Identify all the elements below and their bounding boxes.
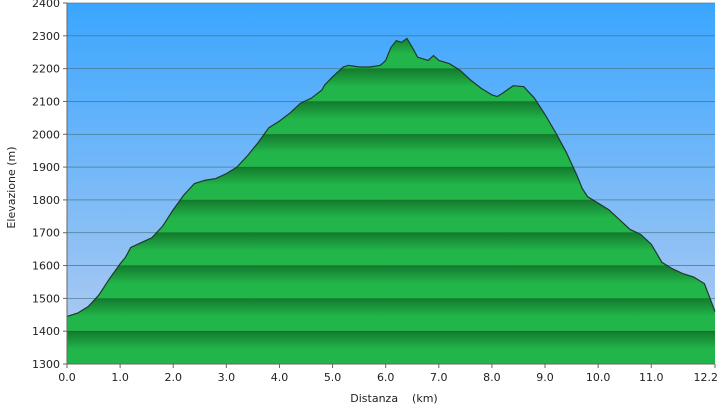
y-tick-label: 1800 bbox=[32, 194, 60, 207]
x-tick-label: 2.0 bbox=[164, 371, 182, 384]
x-tick-label: 3.0 bbox=[218, 371, 236, 384]
x-tick-label: 11.0 bbox=[639, 371, 664, 384]
x-tick-label: 7.0 bbox=[430, 371, 448, 384]
y-tick-label: 2200 bbox=[32, 63, 60, 76]
elevation-area bbox=[67, 38, 715, 364]
x-tick-label: 1.0 bbox=[111, 371, 129, 384]
elevation-line bbox=[66, 37, 716, 317]
elevation-area-layer bbox=[66, 2, 716, 364]
x-tick-label: 12.2 bbox=[694, 371, 719, 384]
x-tick-label: 8.0 bbox=[483, 371, 501, 384]
y-tick-label: 1400 bbox=[32, 325, 60, 338]
x-tick-label: 9.0 bbox=[536, 371, 554, 384]
y-axis-ticks: 1300 1400 1500 1600 1700 1800 1900 2000 2100 2200… bbox=[32, 0, 67, 371]
x-tick-label: 0.0 bbox=[58, 371, 76, 384]
x-tick-label: 6.0 bbox=[377, 371, 395, 384]
y-tick-label: 2000 bbox=[32, 128, 60, 141]
x-tick-label: 5.0 bbox=[324, 371, 342, 384]
axes bbox=[66, 3, 715, 365]
x-axis-title: Distanza (km) bbox=[350, 392, 437, 405]
y-tick-label: 2100 bbox=[32, 95, 60, 108]
y-tick-label: 1600 bbox=[32, 260, 60, 273]
y-tick-label: 1900 bbox=[32, 161, 60, 174]
y-tick-label: 1300 bbox=[32, 358, 60, 371]
y-axis-title: Elevazione (m) bbox=[5, 146, 18, 228]
x-tick-label: 10.0 bbox=[586, 371, 611, 384]
y-tick-label: 1500 bbox=[32, 292, 60, 305]
y-tick-label: 2300 bbox=[32, 30, 60, 43]
y-tick-label: 1700 bbox=[32, 227, 60, 240]
x-tick-label: 4.0 bbox=[271, 371, 289, 384]
x-axis-ticks: 0.0 1.0 2.0 3.0 4.0 5.0 6.0 7.0 8.0 9.0 10.0 11.0 12… bbox=[58, 364, 718, 384]
y-tick-label: 2400 bbox=[32, 0, 60, 10]
